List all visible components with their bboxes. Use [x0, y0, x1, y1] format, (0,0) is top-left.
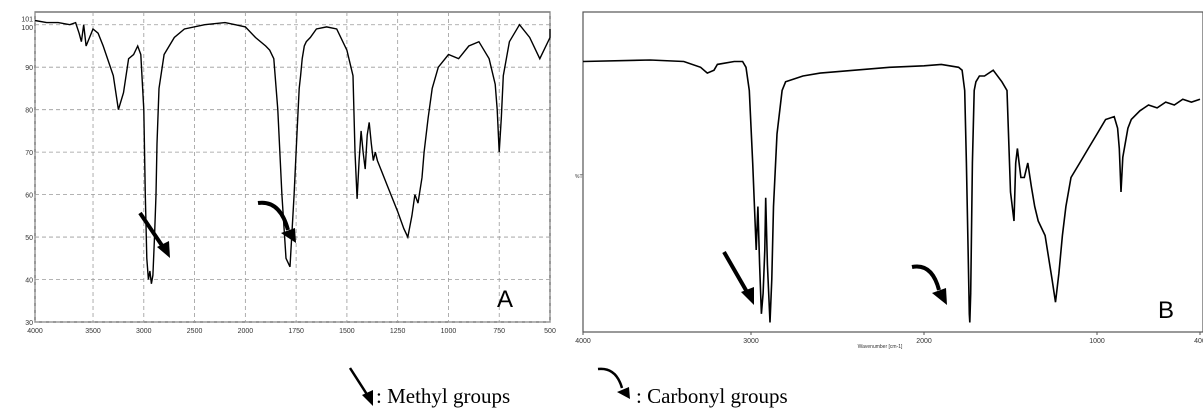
- panel-a-x-tick-label: 2500: [187, 328, 203, 335]
- panel-a-x-tick-label: 1000: [441, 328, 457, 335]
- panel-a-frame: [34, 11, 551, 323]
- carbonyl-arrow-a: [257, 200, 296, 243]
- legend-carbonyl-label: : Carbonyl groups: [636, 384, 788, 408]
- panel-a-y-tick-label: 30: [25, 320, 33, 327]
- panel-a-y-tick-label: 50: [25, 235, 33, 242]
- panel-a-x-ticks: 4000 3500 3000 2500 2000 1750 1500 1250 1000 750 5…: [27, 328, 556, 335]
- panel-a-y-tick-label: 70: [25, 150, 33, 157]
- panel-b-x-tick-label: 4000: [575, 338, 591, 345]
- panel-a-x-tick-label: 3500: [85, 328, 101, 335]
- panel-b-y-axis-label: %T: [575, 174, 583, 180]
- panel-a: 101 100 90 80 70 60 50 40 30 4000 3500 3000 2500 200…: [21, 11, 556, 335]
- methyl-arrow-b: [722, 251, 754, 305]
- panel-a-spectrum-line: [34, 19, 551, 284]
- panel-a-x-tick-label: 4000: [27, 328, 43, 335]
- panel-a-grid: [34, 12, 551, 323]
- panel-a-y-tick-label: 80: [25, 108, 33, 115]
- methyl-arrow-a: [138, 211, 170, 258]
- panel-b-letter: B: [1158, 297, 1174, 324]
- legend: : Methyl groups : Carbonyl groups: [348, 367, 788, 408]
- panel-a-x-tick-label: 750: [493, 328, 505, 335]
- panel-a-y-tick-label: 100: [21, 25, 33, 32]
- panel-a-x-tick-label: 3000: [136, 328, 152, 335]
- panel-a-y-tick-label: 60: [25, 193, 33, 200]
- panel-a-x-tick-label: 1250: [390, 328, 406, 335]
- legend-carbonyl-arrow-icon: [597, 367, 630, 399]
- panel-b-x-ticks: 4000 3000 2000 1000 400: [575, 332, 1203, 345]
- panel-b-x-tick-label: 2000: [916, 338, 932, 345]
- panel-b-frame: [582, 11, 1203, 333]
- carbonyl-arrow-b: [911, 264, 947, 305]
- panel-b-x-tick-label: 3000: [743, 338, 759, 345]
- panel-b-x-tick-label: 1000: [1089, 338, 1105, 345]
- panel-b: 4000 3000 2000 1000 400 %T Wavenumber [cm-1]…: [575, 11, 1203, 350]
- panel-a-y-tick-label: 40: [25, 278, 33, 285]
- panel-a-x-tick-label: 1750: [288, 328, 304, 335]
- panel-a-y-tick-label: 101: [21, 16, 33, 23]
- panel-a-x-tick-label: 2000: [238, 328, 254, 335]
- panel-b-x-tick-label: 400: [1194, 338, 1203, 345]
- panel-a-x-tick-label: 1500: [339, 328, 355, 335]
- panel-a-y-ticks: 101 100 90 80 70 60 50 40 30: [21, 16, 33, 327]
- legend-methyl-label: : Methyl groups: [376, 384, 510, 408]
- panel-a-y-tick-label: 90: [25, 65, 33, 72]
- panel-b-x-axis-label: Wavenumber [cm-1]: [858, 344, 903, 350]
- panel-b-spectrum-line: [582, 59, 1201, 323]
- legend-methyl-arrow-icon: [348, 367, 373, 406]
- panel-a-x-tick-label: 500: [544, 328, 556, 335]
- panel-a-letter: A: [497, 286, 513, 313]
